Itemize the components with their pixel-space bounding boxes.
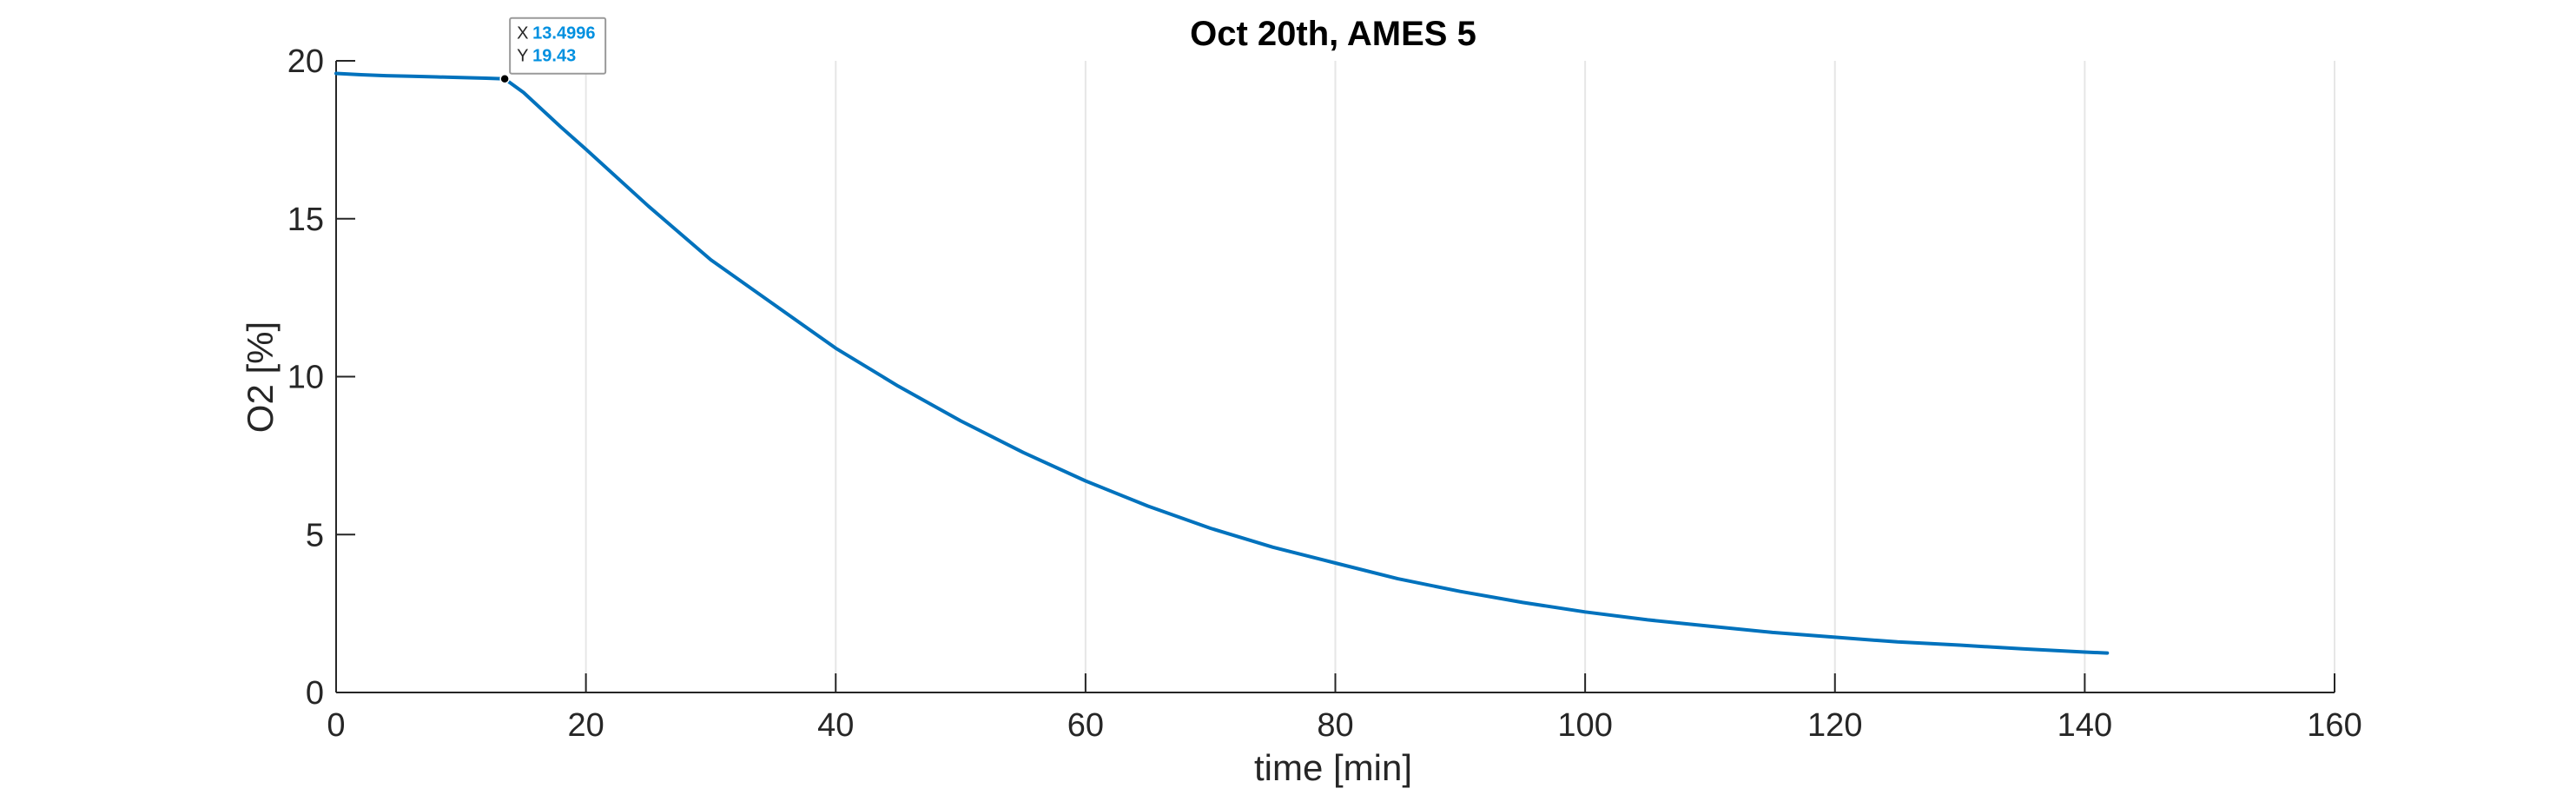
- x-tick-label: 40: [817, 707, 854, 744]
- ticks-layer: 0 20 40 60 80 100 120 140 160 0 5 10 15 20: [287, 43, 2362, 744]
- x-tick-label: 60: [1067, 707, 1104, 744]
- datatip-y-key: Y: [517, 47, 528, 66]
- y-tick-label: 20: [287, 43, 324, 80]
- datatip-x-key: X: [517, 24, 528, 43]
- x-axis-label: time [min]: [1254, 747, 1412, 788]
- datatip-y-value: 19.43: [532, 47, 576, 66]
- grid-layer: [585, 61, 2335, 692]
- x-tick-label: 20: [567, 707, 604, 744]
- x-tick-label: 160: [2307, 707, 2361, 744]
- x-tick-label: 100: [1557, 707, 1612, 744]
- y-tick-label: 0: [306, 675, 324, 712]
- line-layer: [334, 71, 2110, 655]
- x-tick-label: 80: [1317, 707, 1353, 744]
- x-tick-label: 0: [327, 707, 345, 744]
- chart-title: Oct 20th, AMES 5: [1190, 15, 1476, 53]
- y-tick-label: 5: [306, 517, 324, 553]
- y-tick-label: 10: [287, 360, 324, 396]
- datatip-box[interactable]: [509, 17, 607, 75]
- x-tick-label: 120: [1807, 707, 1862, 744]
- datatip-marker[interactable]: [499, 73, 510, 84]
- datatip-x-value: 13.4996: [532, 24, 595, 43]
- x-tick-label: 140: [2057, 707, 2112, 744]
- o2-series-line: [334, 71, 2110, 655]
- y-tick-label: 15: [287, 202, 324, 238]
- y-axis-label: O2 [%]: [240, 321, 281, 433]
